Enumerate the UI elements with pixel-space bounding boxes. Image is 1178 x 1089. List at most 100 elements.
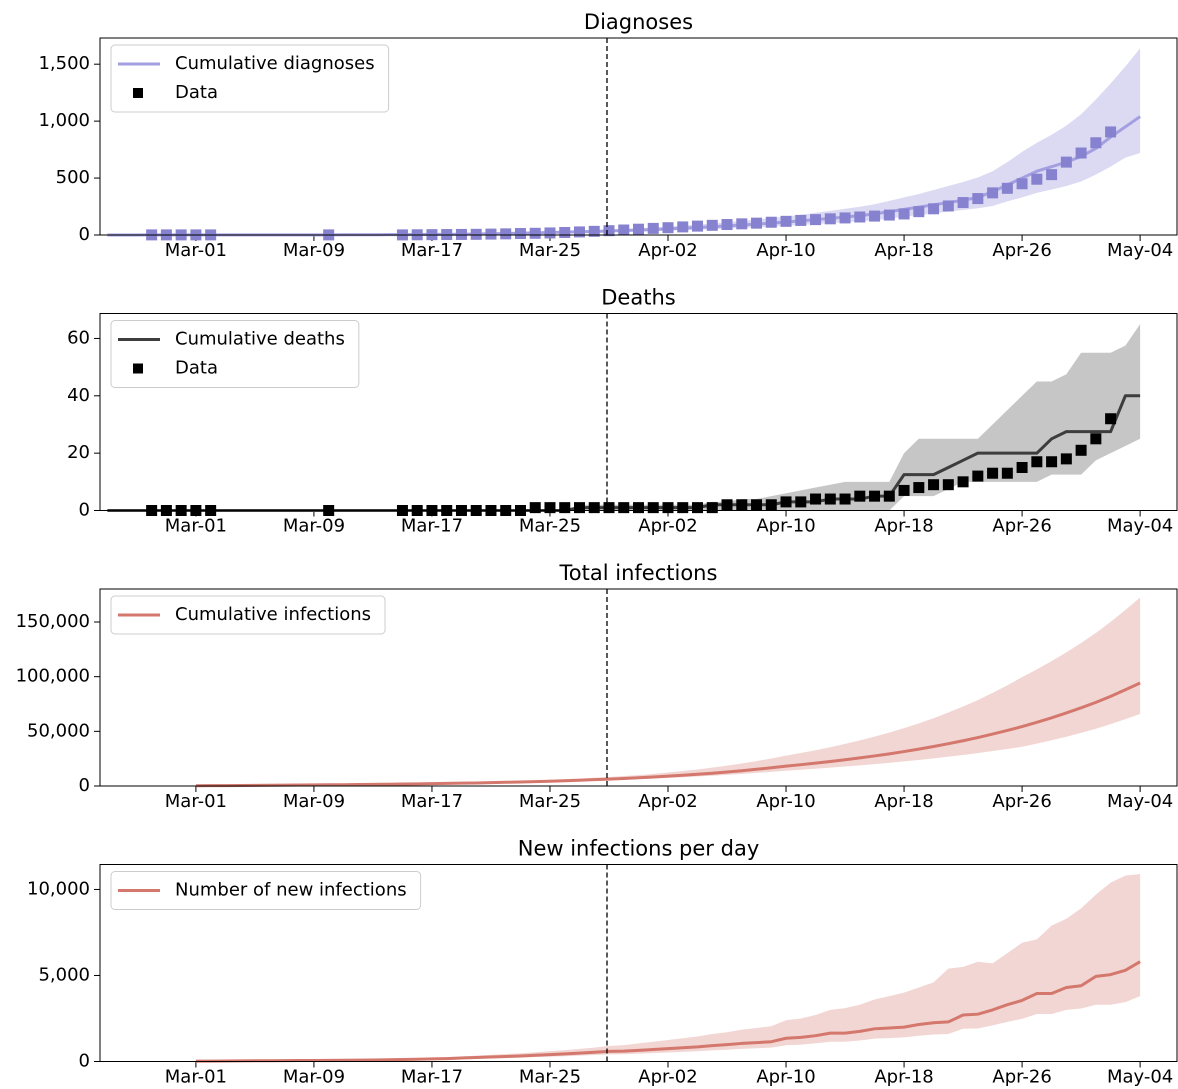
data-point	[1016, 178, 1028, 190]
chart-title: Deaths	[601, 286, 675, 310]
data-point	[1105, 126, 1117, 138]
y-tick-label: 1,000	[38, 110, 90, 131]
data-point	[603, 502, 615, 514]
data-point	[780, 215, 792, 227]
x-tick-label: Mar-25	[519, 1067, 581, 1088]
chart-title: New infections per day	[518, 837, 760, 861]
x-tick-label: Apr-10	[756, 1067, 815, 1088]
y-tick-label: 0	[79, 224, 90, 245]
data-point	[795, 496, 807, 508]
data-point	[824, 213, 836, 225]
x-tick-label: Mar-01	[165, 516, 227, 537]
data-point	[662, 222, 674, 234]
x-tick-label: Apr-26	[992, 791, 1051, 812]
legend-label: Data	[175, 82, 218, 103]
x-tick-label: Mar-17	[401, 516, 463, 537]
data-point	[928, 203, 940, 215]
x-tick-label: Mar-09	[283, 516, 345, 537]
legend-label: Cumulative diagnoses	[175, 53, 375, 74]
data-point	[913, 482, 925, 494]
data-point	[765, 499, 777, 511]
x-tick-label: Apr-02	[638, 1067, 697, 1088]
data-point	[751, 217, 763, 229]
data-point	[957, 197, 969, 209]
x-tick-label: Apr-02	[638, 791, 697, 812]
x-tick-label: Mar-17	[401, 240, 463, 261]
y-tick-label: 10,000	[27, 878, 90, 899]
legend-box	[110, 595, 386, 635]
y-tick-label: 40	[67, 385, 90, 406]
data-point	[810, 493, 822, 505]
data-point	[751, 499, 763, 511]
legend-label: Number of new infections	[175, 880, 407, 901]
data-point	[1046, 456, 1058, 468]
line	[107, 394, 1141, 512]
data-point	[972, 193, 984, 205]
data-point	[824, 493, 836, 505]
line	[195, 960, 1141, 1063]
data-point	[603, 225, 615, 237]
data-point	[529, 227, 541, 239]
x-tick-label: Mar-09	[283, 1067, 345, 1088]
x-tick-label: Mar-01	[165, 1067, 227, 1088]
line	[195, 681, 1141, 788]
x-tick-label: Apr-26	[992, 1067, 1051, 1088]
data-point	[677, 221, 689, 233]
y-tick-label: 150,000	[16, 611, 90, 632]
x-tick-label: Mar-25	[519, 516, 581, 537]
data-point	[854, 211, 866, 223]
subplot: Diagnoses 0 500 1,000 1,500 Mar-01 Mar-09 Mar-1…	[38, 10, 1178, 261]
data-point	[1075, 147, 1087, 159]
data-point	[869, 490, 881, 502]
data-point	[898, 208, 910, 220]
data-point	[883, 490, 895, 502]
data-point	[1075, 444, 1087, 456]
legend: Cumulative deaths Data	[110, 320, 360, 388]
y-tick-label: 5,000	[38, 964, 90, 985]
x-tick-label: Apr-10	[756, 791, 815, 812]
data-point	[1031, 456, 1043, 468]
legend: Cumulative infections	[110, 595, 386, 635]
x-tick-label: Apr-10	[756, 240, 815, 261]
data-point	[1090, 137, 1102, 149]
data-point	[721, 219, 733, 231]
data-point	[1060, 453, 1072, 465]
data-point	[470, 228, 482, 240]
y-tick-label: 100,000	[16, 666, 90, 687]
data-point	[972, 470, 984, 482]
data-point	[559, 226, 571, 238]
x-tick-label: Apr-26	[992, 516, 1051, 537]
x-tick-label: May-04	[1107, 1067, 1173, 1088]
x-tick-label: Apr-10	[756, 516, 815, 537]
x-tick-label: Apr-18	[874, 240, 933, 261]
data-point	[633, 223, 644, 235]
data-point	[883, 209, 895, 221]
data-point	[1001, 467, 1013, 479]
legend-label: Cumulative deaths	[175, 329, 345, 350]
y-tick-label: 0	[79, 500, 90, 521]
x-tick-label: Apr-26	[992, 240, 1051, 261]
data-point	[647, 222, 659, 234]
data-point	[544, 227, 556, 239]
data-point	[869, 210, 881, 222]
x-tick-label: May-04	[1107, 516, 1173, 537]
data-point	[1090, 433, 1102, 445]
data-point	[485, 228, 497, 240]
data-point	[706, 219, 718, 231]
data-point	[942, 479, 954, 491]
x-tick-label: Mar-01	[165, 791, 227, 812]
x-tick-label: Apr-18	[874, 1067, 933, 1088]
legend-marker	[133, 363, 143, 374]
data-point	[765, 216, 777, 228]
subplot: Total infections 0 50,000 100,000 150,000 Mar…	[16, 561, 1178, 812]
x-tick-label: Mar-25	[519, 240, 581, 261]
y-tick-label: 20	[67, 442, 90, 463]
chart-title: Total infections	[559, 561, 718, 585]
x-tick-label: Apr-02	[638, 240, 697, 261]
legend: Number of new infections	[110, 871, 422, 910]
y-tick-label: 60	[67, 327, 90, 348]
x-tick-label: Apr-02	[638, 516, 697, 537]
data-point	[677, 502, 689, 514]
